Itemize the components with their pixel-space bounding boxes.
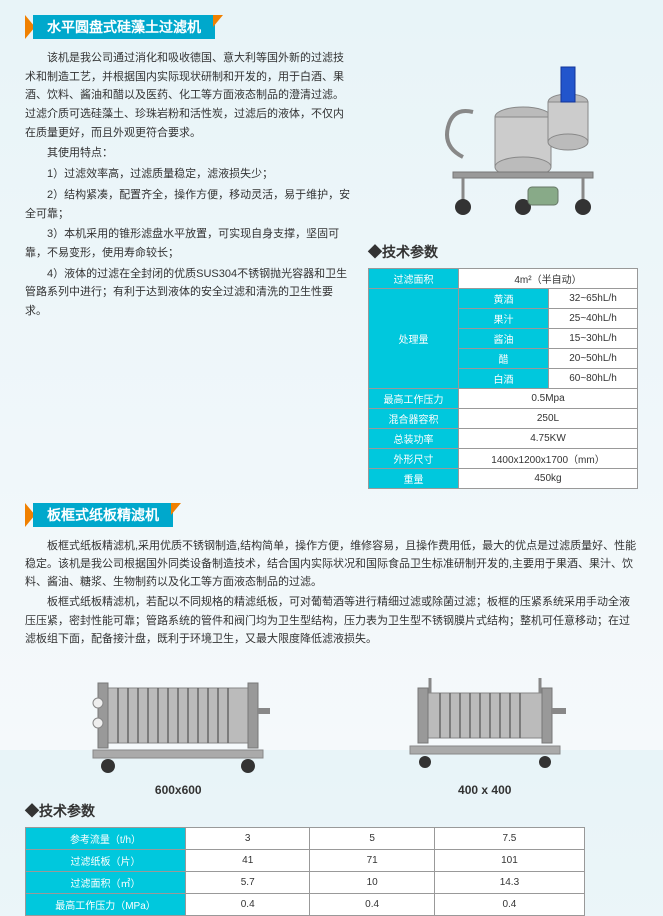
plate-filter-icon xyxy=(83,658,273,778)
section2-header: 板框式纸板精滤机 xyxy=(25,503,638,527)
spec-val: 0.4 xyxy=(186,893,310,915)
product-image xyxy=(383,49,623,234)
spec-label: 总装功率 xyxy=(369,429,459,449)
spec-label: 过滤纸板（片） xyxy=(26,849,186,871)
spec-val: 7.5 xyxy=(434,827,584,849)
spec-label: 醋 xyxy=(459,349,549,369)
spec-label: 最高工作压力 xyxy=(369,389,459,409)
spec-header-2: ◆技术参数 xyxy=(25,801,638,821)
spec-label: 重量 xyxy=(369,469,459,489)
spec-table-2: 参考流量（t/h）357.5 过滤纸板（片）4171101 过滤面积（㎡）5.7… xyxy=(25,827,585,916)
spec-group-label: 处理量 xyxy=(369,289,459,389)
spec-val: 0.5Mpa xyxy=(459,389,638,409)
spec-table-1: 过滤面积4m²（半自动） 处理量黄酒32~65hL/h 果汁25~40hL/h … xyxy=(368,268,638,489)
spec-val: 3 xyxy=(186,827,310,849)
section2: 板框式纸板精滤机 板框式纸板精滤机,采用优质不锈钢制造,结构简单，操作方便，维修… xyxy=(25,503,638,916)
section1-body: 该机是我公司通过消化和吸收德国、意大利等国外新的过滤技术和制造工艺，并根据国内实… xyxy=(25,49,638,489)
caption-600: 600x600 xyxy=(83,783,273,797)
spec-val: 4m²（半自动） xyxy=(459,269,638,289)
spec-val: 250L xyxy=(459,409,638,429)
plate-filter-icon xyxy=(390,658,580,778)
spec-val: 1400x1200x1700（mm） xyxy=(459,449,638,469)
sec2-para1: 板框式纸板精滤机,采用优质不锈钢制造,结构简单，操作方便，维修容易，且操作费用低… xyxy=(25,537,638,591)
feature-1: 1）过滤效率高，过滤质量稳定，滤液损失少； xyxy=(25,165,353,184)
spec-val: 32~65hL/h xyxy=(549,289,638,309)
section2-title: 板框式纸板精滤机 xyxy=(33,503,173,527)
spec-label: 白酒 xyxy=(459,369,549,389)
image-row: 600x600 400 x 400 xyxy=(25,658,638,797)
section1-header: 水平圆盘式硅藻土过滤机 xyxy=(25,15,638,39)
arrow-after-icon xyxy=(171,503,181,527)
filter-machine-icon xyxy=(393,57,613,227)
spec-header-1: ◆技术参数 xyxy=(368,242,638,262)
arrow-after-icon xyxy=(213,15,223,39)
spec-val: 0.4 xyxy=(434,893,584,915)
spec-label: 黄酒 xyxy=(459,289,549,309)
spec-label: 参考流量（t/h） xyxy=(26,827,186,849)
spec-val: 15~30hL/h xyxy=(549,329,638,349)
spec-label: 酱油 xyxy=(459,329,549,349)
spec-val: 20~50hL/h xyxy=(549,349,638,369)
feature-4: 4）液体的过滤在全封闭的优质SUS304不锈钢抛光容器和卫生管路系列中进行；有利… xyxy=(25,265,353,321)
spec-header-text: 技术参数 xyxy=(39,803,95,819)
diamond-icon: ◆ xyxy=(25,803,39,819)
spec-val: 60~80hL/h xyxy=(549,369,638,389)
caption-400: 400 x 400 xyxy=(390,783,580,797)
spec-val: 5 xyxy=(310,827,434,849)
spec-val: 101 xyxy=(434,849,584,871)
spec-label: 外形尺寸 xyxy=(369,449,459,469)
spec-label: 混合器容积 xyxy=(369,409,459,429)
section1-text: 该机是我公司通过消化和吸收德国、意大利等国外新的过滤技术和制造工艺，并根据国内实… xyxy=(25,49,353,489)
diamond-icon: ◆ xyxy=(368,244,382,260)
spec-val: 0.4 xyxy=(310,893,434,915)
spec-val: 71 xyxy=(310,849,434,871)
section1-title: 水平圆盘式硅藻土过滤机 xyxy=(33,15,215,39)
spec-val: 41 xyxy=(186,849,310,871)
intro-text: 该机是我公司通过消化和吸收德国、意大利等国外新的过滤技术和制造工艺，并根据国内实… xyxy=(25,49,353,142)
feature-3: 3）本机采用的锥形滤盘水平放置，可实现自身支撑，坚固可靠，不易变形，使用寿命较长… xyxy=(25,225,353,262)
sec2-para2: 板框式纸板精滤机，若配以不同规格的精滤纸板，可对葡萄酒等进行精细过滤或除菌过滤；… xyxy=(25,593,638,647)
product-image-400: 400 x 400 xyxy=(390,658,580,797)
section2-text: 板框式纸板精滤机,采用优质不锈钢制造,结构简单，操作方便，维修容易，且操作费用低… xyxy=(25,537,638,648)
spec-label: 最高工作压力（MPa） xyxy=(26,893,186,915)
section1-right: ◆技术参数 过滤面积4m²（半自动） 处理量黄酒32~65hL/h 果汁25~4… xyxy=(368,49,638,489)
spec-header-text: 技术参数 xyxy=(382,244,438,260)
spec-label: 过滤面积 xyxy=(369,269,459,289)
spec-label: 过滤面积（㎡） xyxy=(26,871,186,893)
spec-val: 450kg xyxy=(459,469,638,489)
spec-label: 果汁 xyxy=(459,309,549,329)
product-image-600: 600x600 xyxy=(83,658,273,797)
features-title: 其使用特点： xyxy=(25,144,353,163)
spec-val: 14.3 xyxy=(434,871,584,893)
spec-val: 4.75KW xyxy=(459,429,638,449)
feature-2: 2）结构紧凑，配置齐全，操作方便，移动灵活，易于维护，安全可靠； xyxy=(25,186,353,223)
spec-val: 10 xyxy=(310,871,434,893)
spec-val: 5.7 xyxy=(186,871,310,893)
spec-val: 25~40hL/h xyxy=(549,309,638,329)
